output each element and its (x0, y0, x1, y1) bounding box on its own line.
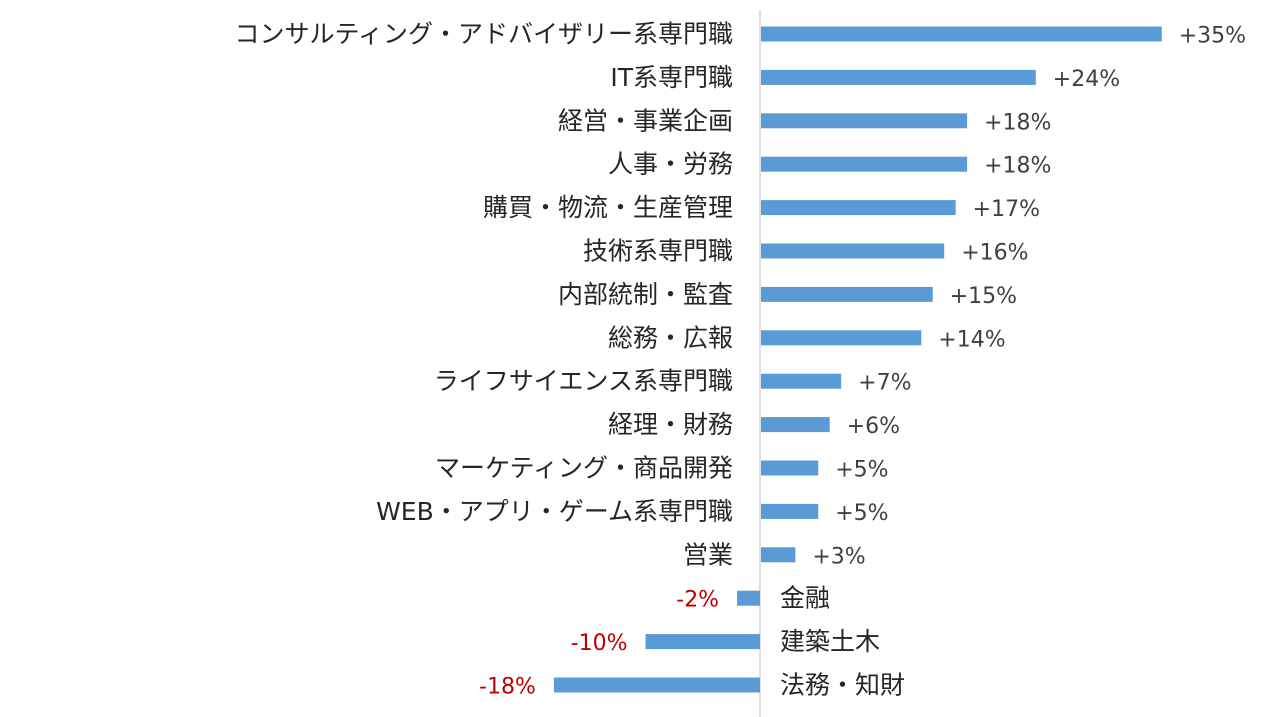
category-label: 内部統制・監査 (558, 280, 733, 309)
category-label: マーケティング・商品開発 (435, 454, 733, 483)
bar (761, 503, 819, 519)
bar (553, 677, 760, 693)
bars-group (553, 26, 1162, 693)
value-label: +3% (812, 544, 865, 569)
bar (645, 634, 760, 650)
bar (761, 156, 968, 172)
value-label: +5% (835, 501, 888, 526)
labels-group: コンサルティング・アドバイザリー系専門職 +35% IT系専門職 +24% 経営・事業企… (234, 20, 1246, 700)
value-label: +17% (973, 197, 1040, 222)
value-label: +7% (858, 371, 911, 396)
bar (761, 417, 830, 433)
bar (761, 26, 1162, 42)
value-label: +16% (961, 241, 1028, 266)
category-label: IT系専門職 (610, 63, 733, 92)
category-label: 法務・知財 (780, 671, 905, 700)
bar (761, 460, 819, 476)
bar (761, 547, 796, 563)
value-label: -18% (479, 675, 536, 700)
value-label: +18% (984, 154, 1051, 179)
value-label: +35% (1179, 24, 1246, 49)
value-label: +14% (938, 327, 1005, 352)
category-label: WEB・アプリ・ゲーム系専門職 (376, 497, 733, 526)
bar (761, 330, 922, 346)
category-label: 金融 (780, 584, 830, 613)
value-label: -10% (571, 631, 628, 656)
category-label: 購買・物流・生産管理 (483, 193, 733, 222)
value-label: -2% (676, 588, 719, 613)
bar (761, 200, 956, 216)
category-label: 経営・事業企画 (558, 106, 733, 135)
value-label: +24% (1053, 67, 1120, 92)
bar (761, 69, 1036, 85)
category-label: ライフサイエンス系専門職 (434, 367, 733, 396)
bar (737, 590, 760, 606)
bar (761, 286, 933, 302)
category-label: 建築土木 (780, 627, 880, 656)
category-label: 技術系専門職 (583, 237, 733, 266)
category-label: 営業 (683, 540, 733, 569)
bar (761, 113, 968, 129)
value-label: +15% (950, 284, 1017, 309)
value-label: +18% (984, 110, 1051, 135)
category-label: 総務・広報 (608, 323, 733, 352)
value-label: +6% (847, 414, 900, 439)
category-label: コンサルティング・アドバイザリー系専門職 (234, 20, 733, 49)
category-label: 人事・労務 (608, 150, 733, 179)
bar (761, 373, 842, 389)
category-label: 経理・財務 (608, 410, 733, 439)
value-label: +5% (835, 458, 888, 483)
bar (761, 243, 945, 259)
